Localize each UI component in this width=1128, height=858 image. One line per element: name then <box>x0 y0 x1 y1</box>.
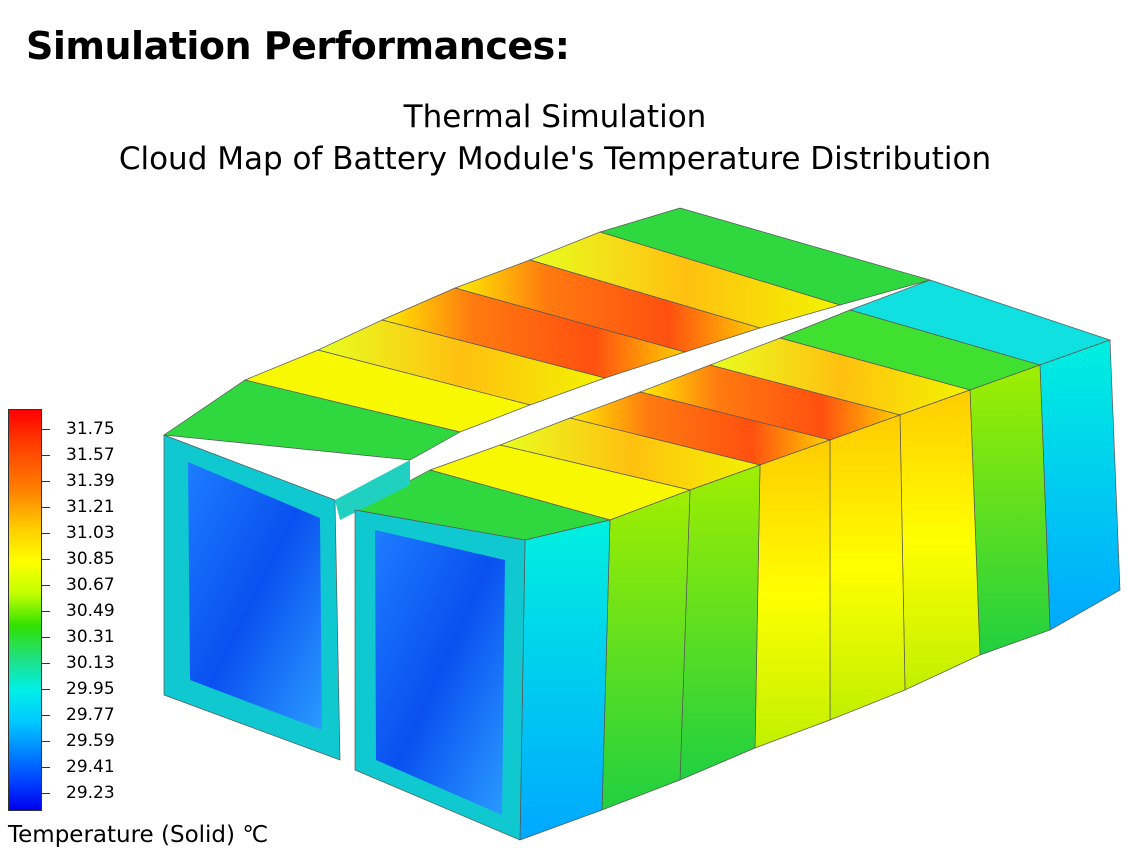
legend-tick <box>42 533 50 534</box>
legend-tick <box>42 663 50 664</box>
legend-tick-label: 31.39 <box>66 471 115 491</box>
chart-title-line-1: Thermal Simulation <box>403 99 707 135</box>
legend-tick <box>42 507 50 508</box>
legend-tick <box>42 559 50 560</box>
legend-tick <box>42 689 50 690</box>
chart-title-line-2: Cloud Map of Battery Module's Temperatur… <box>118 141 992 177</box>
legend-tick <box>42 429 50 430</box>
legend-tick <box>42 455 50 456</box>
legend-tick-label: 31.75 <box>66 419 115 439</box>
legend-tick-label: 30.49 <box>66 601 115 621</box>
legend-tick-label: 30.31 <box>66 627 115 647</box>
temperature-color-scale-bar <box>8 409 42 811</box>
legend-tick <box>42 585 50 586</box>
legend-tick-label: 29.95 <box>66 679 115 699</box>
legend-tick-label: 31.03 <box>66 523 115 543</box>
legend-tick-label: 30.85 <box>66 549 115 569</box>
legend-tick-label: 31.57 <box>66 445 115 465</box>
legend-tick-label: 30.67 <box>66 575 115 595</box>
page-heading: Simulation Performances: <box>26 24 570 68</box>
legend-tick-label: 29.23 <box>66 783 115 803</box>
legend-tick <box>42 741 50 742</box>
legend-tick <box>42 637 50 638</box>
legend-tick-label: 29.77 <box>66 705 115 725</box>
legend-tick <box>42 611 50 612</box>
legend-tick <box>42 481 50 482</box>
temperature-legend-caption: Temperature (Solid) ℃ <box>8 822 269 848</box>
legend-tick <box>42 715 50 716</box>
legend-tick-label: 29.41 <box>66 757 115 777</box>
legend-tick-label: 29.59 <box>66 731 115 751</box>
legend-tick <box>42 767 50 768</box>
legend-tick <box>42 793 50 794</box>
legend-tick-label: 30.13 <box>66 653 115 673</box>
legend-tick-label: 31.21 <box>66 497 115 517</box>
battery-module-thermal-cloud-map <box>163 207 1121 841</box>
